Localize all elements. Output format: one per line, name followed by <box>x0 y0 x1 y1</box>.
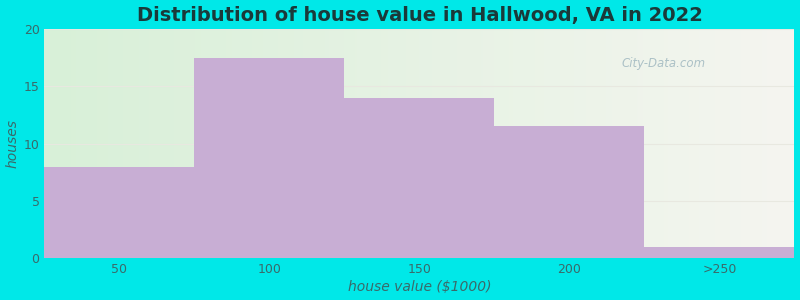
Bar <box>345 98 494 258</box>
Title: Distribution of house value in Hallwood, VA in 2022: Distribution of house value in Hallwood,… <box>137 6 702 25</box>
X-axis label: house value ($1000): house value ($1000) <box>348 280 491 294</box>
Bar <box>645 247 794 258</box>
Y-axis label: houses: houses <box>6 119 19 168</box>
Bar <box>194 58 345 258</box>
Bar <box>45 167 194 258</box>
Text: City-Data.com: City-Data.com <box>622 57 706 70</box>
Bar <box>494 126 645 258</box>
